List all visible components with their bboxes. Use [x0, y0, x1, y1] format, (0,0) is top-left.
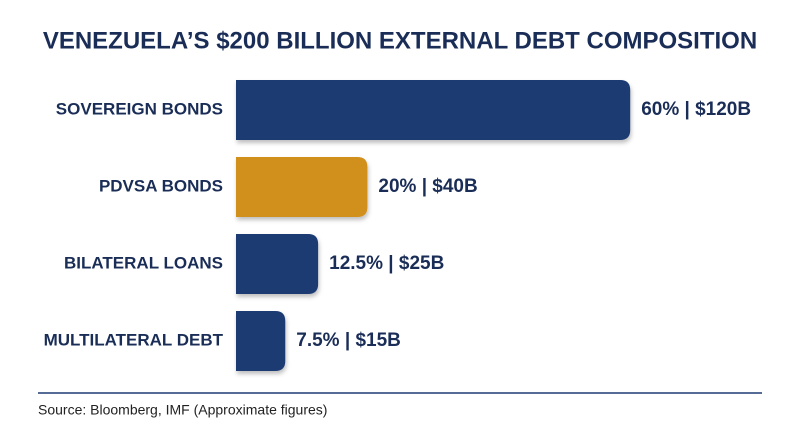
category-label: MULTILATERAL DEBT: [44, 330, 224, 349]
chart-title: VENEZUELA’S $200 BILLION EXTERNAL DEBT C…: [43, 27, 757, 54]
bar: [236, 234, 319, 294]
source-note: Source: Bloomberg, IMF (Approximate figu…: [38, 402, 327, 418]
value-label: 20% | $40B: [378, 176, 477, 197]
bar: [236, 80, 631, 140]
category-label: BILATERAL LOANS: [64, 253, 223, 272]
bar: [236, 311, 286, 371]
value-label: 7.5% | $15B: [296, 330, 401, 351]
value-label: 60% | $120B: [641, 99, 751, 120]
category-label: SOVEREIGN BONDS: [56, 99, 223, 118]
value-label: 12.5% | $25B: [329, 253, 444, 274]
category-label: PDVSA BONDS: [99, 176, 223, 195]
bar: [236, 157, 368, 217]
